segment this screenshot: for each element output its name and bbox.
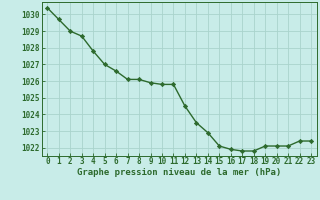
X-axis label: Graphe pression niveau de la mer (hPa): Graphe pression niveau de la mer (hPa)	[77, 168, 281, 177]
